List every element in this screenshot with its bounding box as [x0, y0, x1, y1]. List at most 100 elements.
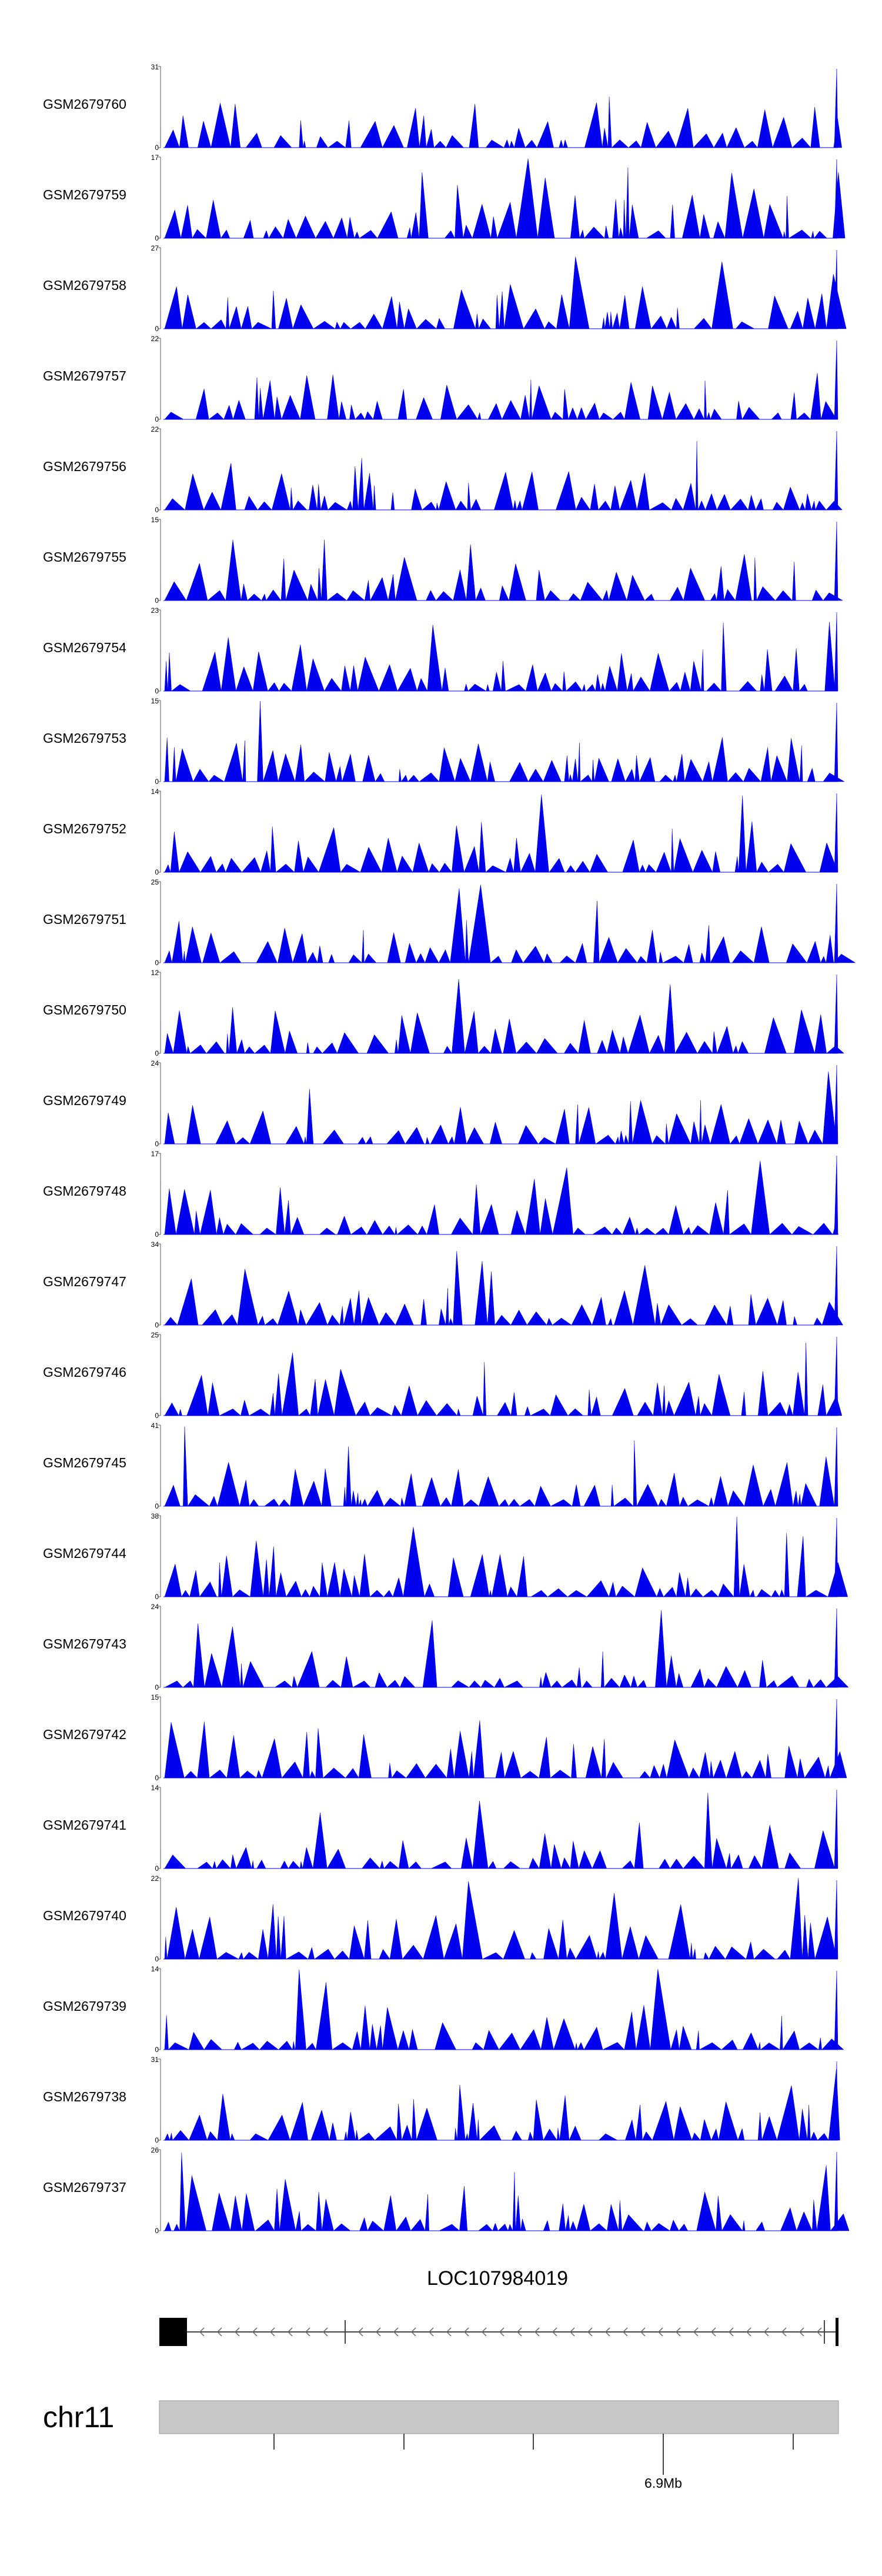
- track-name-label: GSM2679753: [43, 730, 126, 746]
- track-ymin-label: 0: [155, 234, 159, 242]
- strand-arrow-icon: [534, 2327, 540, 2337]
- track-signal-area: [163, 974, 844, 1054]
- track-name-label: GSM2679739: [43, 1998, 126, 2014]
- chromosome-band: [159, 2400, 839, 2434]
- signal-track: GSM2679739 14 0: [43, 1965, 844, 2054]
- chromosome-ideogram: chr11 6.9Mb: [43, 2400, 839, 2491]
- strand-arrow-icon: [234, 2327, 240, 2337]
- strand-arrow-icon: [358, 2327, 363, 2337]
- track-ymax-label: 14: [151, 788, 159, 796]
- track-ymin-label: 0: [155, 778, 159, 786]
- signal-track: GSM2679752 14 0: [43, 788, 838, 876]
- track-ymax-label: 17: [151, 1150, 159, 1158]
- track-signal-area: [163, 883, 856, 963]
- track-name-label: GSM2679738: [43, 2089, 126, 2104]
- track-name-label: GSM2679749: [43, 1093, 126, 1108]
- track-ymax-label: 27: [151, 244, 159, 252]
- track-name-label: GSM2679747: [43, 1274, 126, 1289]
- signal-track: GSM2679741 14 0: [43, 1784, 838, 1873]
- strand-arrow-icon: [552, 2327, 557, 2337]
- track-ymax-label: 15: [151, 697, 159, 705]
- track-ymin-label: 0: [155, 1774, 159, 1782]
- track-ymin-label: 0: [155, 687, 159, 695]
- track-name-label: GSM2679757: [43, 368, 126, 383]
- track-signal-area: [163, 1608, 849, 1688]
- track-ymin-label: 0: [155, 596, 159, 605]
- gene-exon-block: [159, 2318, 187, 2346]
- track-name-label: GSM2679743: [43, 1636, 126, 1651]
- strand-arrow-icon: [640, 2327, 646, 2337]
- signal-track: GSM2679740 22 0: [43, 1874, 838, 1963]
- strand-arrow-icon: [216, 2327, 222, 2337]
- strand-arrow-icon: [781, 2327, 787, 2337]
- track-ymin-label: 0: [155, 1593, 159, 1601]
- track-ymin-label: 0: [155, 1955, 159, 1963]
- track-name-label: GSM2679752: [43, 821, 126, 836]
- strand-arrow-icon: [799, 2327, 804, 2337]
- track-ymin-label: 0: [155, 1140, 159, 1148]
- strand-arrow-icon: [587, 2327, 593, 2337]
- track-ymax-label: 14: [151, 1965, 159, 1973]
- track-ymin-label: 0: [155, 415, 159, 423]
- track-signal-area: [163, 521, 844, 601]
- signal-track: GSM2679758 27 0: [43, 244, 847, 333]
- track-ymax-label: 22: [151, 425, 159, 433]
- track-signal-area: [163, 1517, 848, 1597]
- track-ymax-label: 26: [151, 2146, 159, 2154]
- signal-track: GSM2679747 34 0: [43, 1240, 843, 1329]
- signal-track: GSM2679750 12 0: [43, 969, 844, 1057]
- strand-arrow-icon: [746, 2327, 751, 2337]
- track-ymin-label: 0: [155, 1412, 159, 1420]
- track-ymax-label: 25: [151, 878, 159, 886]
- track-signal-area: [163, 68, 842, 148]
- track-signal-area: [163, 612, 838, 692]
- signal-tracks: GSM2679760310GSM2679759170GSM2679758270G…: [43, 63, 856, 2235]
- track-signal-area: [163, 1246, 843, 1326]
- track-name-label: GSM2679754: [43, 640, 126, 655]
- signal-track: GSM2679756 22 0: [43, 425, 843, 514]
- track-signal-area: [163, 701, 845, 782]
- track-signal-area: [163, 1789, 838, 1869]
- signal-track: GSM2679759 17 0: [43, 154, 846, 242]
- track-name-label: GSM2679742: [43, 1727, 126, 1742]
- strand-arrow-icon: [604, 2327, 610, 2337]
- strand-arrow-icon: [710, 2327, 716, 2337]
- track-ymax-label: 12: [151, 969, 159, 977]
- strand-arrows: [199, 2327, 822, 2337]
- track-name-label: GSM2679750: [43, 1002, 126, 1017]
- strand-arrow-icon: [569, 2327, 575, 2337]
- track-ymin-label: 0: [155, 506, 159, 514]
- track-name-label: GSM2679751: [43, 912, 126, 927]
- strand-arrow-icon: [463, 2327, 469, 2337]
- strand-arrow-icon: [305, 2327, 310, 2337]
- track-ymax-label: 22: [151, 1874, 159, 1883]
- strand-arrow-icon: [269, 2327, 275, 2337]
- track-name-label: GSM2679760: [43, 96, 126, 112]
- track-signal-area: [163, 1336, 843, 1416]
- track-name-label: GSM2679744: [43, 1546, 126, 1561]
- track-signal-area: [163, 158, 846, 239]
- strand-arrow-icon: [675, 2327, 681, 2337]
- track-ymax-label: 17: [151, 154, 159, 162]
- signal-track: GSM2679738 31 0: [43, 2056, 840, 2144]
- strand-arrow-icon: [622, 2327, 628, 2337]
- track-ymin-label: 0: [155, 1683, 159, 1691]
- strand-arrow-icon: [428, 2327, 434, 2337]
- signal-track: GSM2679746 25 0: [43, 1331, 843, 1420]
- track-ymax-label: 14: [151, 1784, 159, 1792]
- track-ymax-label: 15: [151, 516, 159, 524]
- track-ymin-label: 0: [155, 144, 159, 152]
- signal-track: GSM2679753 15 0: [43, 697, 845, 786]
- track-ymin-label: 0: [155, 2046, 159, 2054]
- track-name-label: GSM2679756: [43, 459, 126, 474]
- signal-track: GSM2679737 26 0: [43, 2146, 850, 2235]
- signal-track: GSM2679754 23 0: [43, 606, 838, 695]
- track-signal-area: [163, 249, 847, 329]
- track-ymax-label: 31: [151, 2056, 159, 2064]
- track-name-label: GSM2679737: [43, 2180, 126, 2195]
- track-ymin-label: 0: [155, 868, 159, 876]
- signal-track: GSM2679744 38 0: [43, 1512, 848, 1601]
- strand-arrow-icon: [446, 2327, 452, 2337]
- track-name-label: GSM2679746: [43, 1364, 126, 1380]
- signal-track: GSM2679742 15 0: [43, 1693, 847, 1782]
